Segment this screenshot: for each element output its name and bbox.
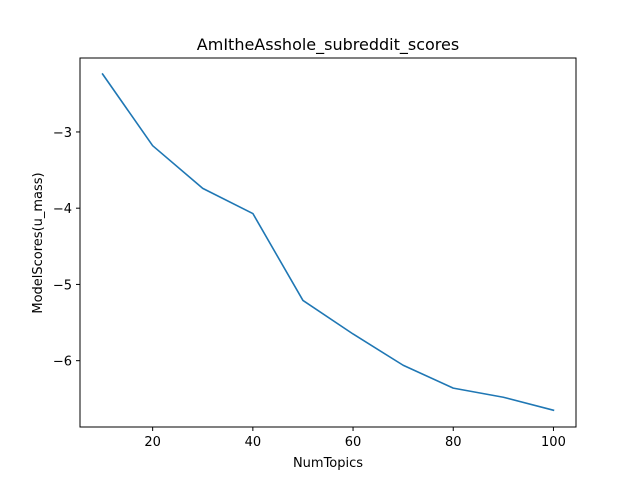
ticks-layer: 20 40 60 80 100 −3 −4 −5 −6 [53,126,566,450]
x-tick-label: 100 [541,435,566,450]
x-tick-label: 80 [445,435,462,450]
y-tick-label: −5 [53,278,72,293]
x-tick-label: 60 [345,435,362,450]
y-tick-label: −4 [53,202,72,217]
series-layer [101,72,555,412]
plot-area [80,58,576,427]
y-axis-label: ModelScores(u_mass) [31,172,46,313]
y-tick-label: −3 [53,126,72,141]
y-tick-label: −6 [53,355,72,370]
x-tick-label: 40 [245,435,262,450]
x-axis-label: NumTopics [293,456,363,471]
plot-frame [79,57,577,428]
chart-title: AmItheAsshole_subreddit_scores [197,35,459,55]
series-line-0 [101,72,555,412]
x-tick-label: 20 [144,435,161,450]
